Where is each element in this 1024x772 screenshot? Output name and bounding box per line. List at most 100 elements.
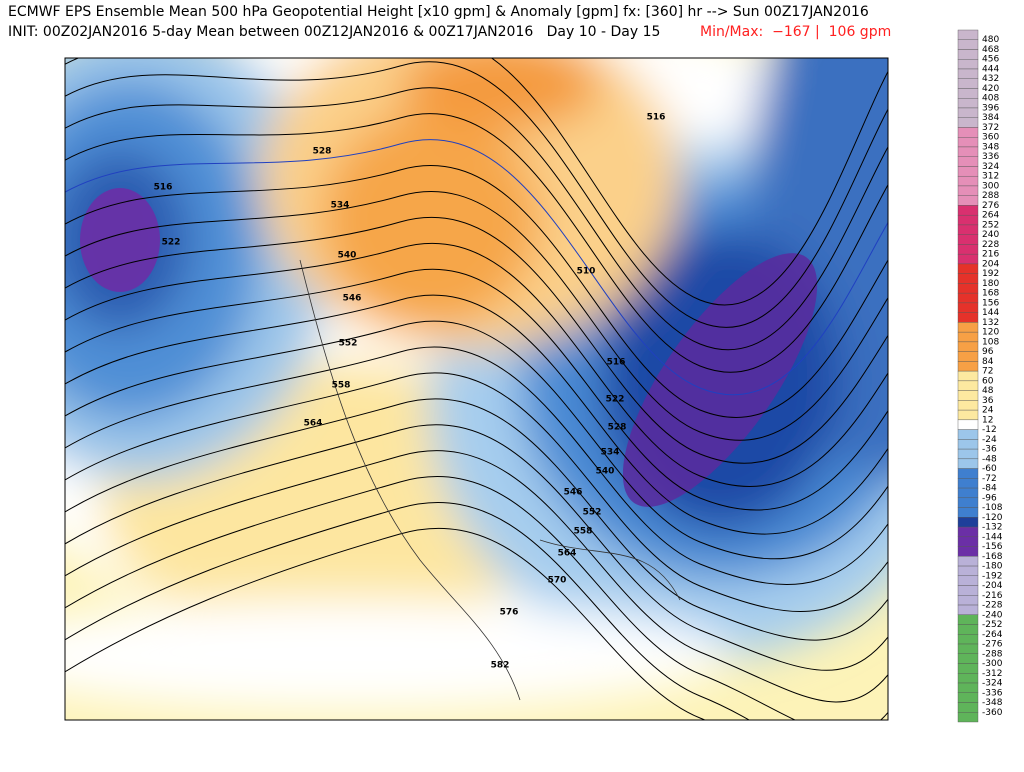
colorbar-label: 168: [982, 289, 999, 299]
colorbar-label: -300: [982, 659, 1003, 669]
colorbar-label: 336: [982, 152, 999, 162]
contour-line: [65, 268, 888, 511]
contour-line: [65, 58, 888, 306]
contour-label: 516: [647, 113, 666, 123]
contour-label: 546: [343, 294, 362, 304]
colorbar-label: 156: [982, 298, 999, 308]
contour-line: [65, 61, 888, 328]
colorbar-cell: [957, 59, 979, 70]
contour-label: 534: [601, 448, 620, 458]
colorbar-cell: [957, 458, 979, 469]
colorbar-cell: [957, 341, 979, 352]
colorbar-label: 288: [982, 191, 999, 201]
contour-label: 552: [339, 339, 358, 349]
colorbar-label: -156: [982, 542, 1003, 552]
colorbar-cell: [957, 556, 979, 567]
colorbar-label: 144: [982, 308, 999, 318]
colorbar-cell: [957, 234, 979, 245]
contour-label: 522: [162, 238, 181, 248]
colorbar-cell: [957, 68, 979, 79]
contour-label: 540: [596, 467, 615, 477]
contour-label: 510: [577, 267, 596, 277]
colorbar-label: -36: [982, 445, 997, 455]
colorbar-cell: [957, 692, 979, 703]
colorbar-label: 432: [982, 74, 999, 84]
colorbar-cell: [957, 643, 979, 654]
colorbar-cell: [957, 565, 979, 577]
colorbar-label: -228: [982, 601, 1003, 611]
colorbar-cell: [957, 585, 979, 596]
colorbar-cell: [957, 166, 979, 177]
subtitle: INIT: 00Z02JAN2016 5-day Mean between 00…: [8, 24, 660, 40]
colorbar-cell: [957, 380, 979, 391]
colorbar-cell: [957, 175, 979, 187]
colorbar-cell: [957, 487, 979, 499]
contour-label: 522: [606, 395, 625, 405]
contour-label: 570: [548, 576, 567, 586]
colorbar-cell: [957, 78, 979, 89]
colorbar-cell: [957, 263, 979, 274]
colorbar-label: 240: [982, 230, 999, 240]
colorbar-cell: [957, 682, 979, 693]
colorbar-label: 84: [982, 357, 994, 367]
colorbar-label: -240: [982, 610, 1003, 620]
colorbar-cell: [957, 419, 979, 430]
colorbar-cell: [957, 107, 979, 118]
contour-line: [65, 165, 888, 418]
colorbar-label: 60: [982, 376, 994, 386]
contour-label: 516: [607, 358, 626, 368]
colorbar-cell: [957, 117, 979, 128]
colorbar-cell: [957, 390, 979, 401]
colorbar-label: 108: [982, 337, 999, 347]
colorbar-cell: [957, 673, 979, 684]
colorbar-cell: [957, 478, 979, 489]
contour-line: [65, 476, 888, 720]
colorbar-label: 12: [982, 415, 993, 425]
colorbar-cell: [957, 634, 979, 645]
colorbar-cell: [957, 224, 979, 235]
contour-line: [65, 527, 706, 720]
colorbar-cell: [957, 468, 979, 479]
colorbar-cell: [957, 536, 979, 547]
colorbar-cell: [957, 429, 979, 440]
colorbar-label: 228: [982, 240, 999, 250]
contour-line: [65, 191, 888, 441]
contour-label: 534: [331, 201, 350, 211]
min-max: Min/Max: −167 | 106 gpm: [700, 24, 891, 40]
colorbar-cell: [957, 283, 979, 294]
colorbar-cell: [957, 292, 979, 304]
colorbar-cell: [957, 214, 979, 226]
contour-line: [65, 242, 888, 487]
colorbar-cell: [957, 156, 979, 167]
colorbar-cell: [957, 195, 979, 206]
colorbar-label: 468: [982, 45, 999, 55]
colorbar-cell: [957, 29, 979, 40]
contour-line: [65, 320, 888, 560]
colorbar-cell: [957, 351, 979, 362]
contour-label: 528: [313, 147, 332, 157]
contour-label: 564: [304, 419, 323, 429]
colorbar-label: -288: [982, 649, 1003, 659]
colorbar-cell: [957, 614, 979, 625]
contour-label: 564: [558, 549, 577, 559]
contour-label: 552: [583, 508, 602, 518]
contour-line: [65, 424, 888, 671]
colorbar-cell: [957, 49, 979, 60]
colorbar-label: -48: [982, 454, 997, 464]
contour-line: [65, 216, 888, 464]
colorbar-label: 456: [982, 55, 999, 65]
colorbar-label: 204: [982, 259, 999, 269]
colorbar-label: -108: [982, 503, 1003, 513]
colorbar-label: 324: [982, 162, 999, 172]
colorbar-label: -336: [982, 688, 1003, 698]
contour-label: 546: [564, 488, 583, 498]
colorbar-cell: [957, 595, 979, 606]
colorbar-cell: [957, 146, 979, 157]
colorbar-cell: [957, 604, 979, 615]
colorbar-cell: [957, 361, 979, 372]
colorbar-cell: [957, 663, 979, 674]
colorbar-cell: [957, 712, 979, 723]
colorbar-label: 372: [982, 123, 999, 133]
colorbar-cell: [957, 127, 979, 138]
contour-line: [65, 139, 888, 396]
